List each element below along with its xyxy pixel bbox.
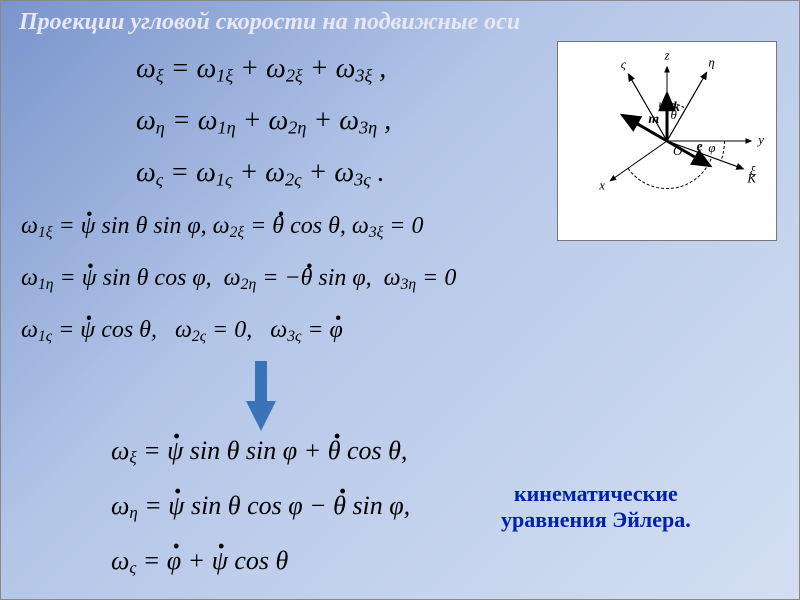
eq-components-xi: ω1ξ = ψ sin θ sin φ, ω2ξ = θ cos θ, ω3ξ …: [21, 213, 424, 242]
slide-title: Проекции угловой скорости на подвижные о…: [1, 1, 799, 40]
svg-text:e: e: [697, 140, 703, 155]
svg-text:K: K: [746, 172, 757, 186]
svg-text:k: k: [673, 100, 680, 115]
svg-text:x: x: [598, 178, 605, 192]
eq-kinematic-eta: ωη = ψ sin θ cos φ − θ sin φ,: [111, 491, 410, 523]
svg-text:ς: ς: [621, 57, 627, 71]
svg-text:φ: φ: [708, 141, 715, 155]
eq-sum-xi: ωξ = ω1ξ + ω2ξ + ω3ξ ,: [136, 53, 386, 87]
svg-text:η: η: [708, 56, 714, 70]
slide: Проекции угловой скорости на подвижные о…: [0, 0, 800, 600]
eq-sum-zeta: ως = ω1ς + ω2ς + ω3ς .: [136, 157, 385, 191]
svg-text:y: y: [756, 133, 764, 147]
eq-components-eta: ω1η = ψ sin θ cos φ, ω2η = −θ sin φ, ω3η…: [21, 265, 456, 294]
svg-text:z: z: [663, 49, 669, 63]
svg-text:m: m: [648, 112, 659, 127]
down-arrow-icon: [246, 361, 276, 431]
svg-text:O: O: [673, 144, 682, 158]
eq-kinematic-zeta: ως = φ + ψ cos θ: [111, 546, 288, 578]
eq-components-zeta: ω1ς = ψ cos θ, ω2ς = 0, ω3ς = φ: [21, 317, 343, 346]
euler-axes-diagram: θψφxyzξηςkmeOK: [557, 41, 777, 241]
eq-kinematic-xi: ωξ = ψ sin θ sin φ + θ cos θ,: [111, 436, 407, 468]
equations-label: кинематическиеуравнения Эйлера.: [501, 481, 691, 534]
eq-sum-eta: ωη = ω1η + ω2η + ω3η ,: [136, 105, 391, 139]
